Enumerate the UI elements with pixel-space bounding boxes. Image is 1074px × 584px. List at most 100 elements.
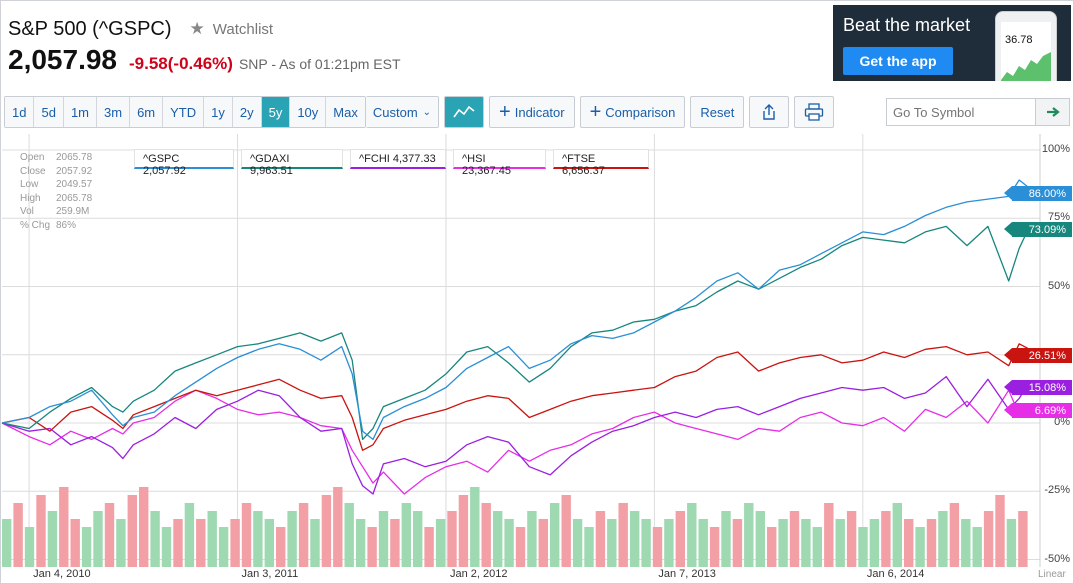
chart-type-button[interactable] [444,96,485,128]
stat-row: Vol 259.9M [6,206,92,220]
stat-label: Open [20,152,45,163]
go-symbol-button[interactable] [1036,98,1070,126]
printer-icon [805,103,824,121]
scale-label[interactable]: Linear [1038,569,1066,580]
volume-bar [413,511,423,567]
volume-bar [93,511,103,567]
range-button-max[interactable]: Max [326,97,365,127]
legend-item-ftse[interactable]: ^FTSE 6,656.37 [553,149,649,177]
volume-bar [778,519,788,567]
legend-item-hsi[interactable]: ^HSI 23,367.45 [453,149,546,177]
stat-value: 2049.57 [56,179,93,190]
range-button-10y[interactable]: 10y [290,97,327,127]
stat-row: Open 2065.78 [6,152,92,166]
legend-item-gdaxi[interactable]: ^GDAXI 9,963.51 [241,149,343,177]
volume-bar [527,511,537,567]
page-title: S&P 500 (^GSPC) [8,17,172,40]
last-price: 2,057.98 [8,44,117,75]
volume-bar [630,511,640,567]
print-button[interactable] [794,96,835,128]
volume-bar [298,503,309,567]
y-tick-label: -25% [1044,484,1070,497]
volume-bar [904,519,914,567]
range-button-ytd[interactable]: YTD [163,97,205,127]
stat-row: Close 2057.92 [6,166,92,180]
series-line-hsi[interactable] [1,389,1031,495]
series-line-gdaxi[interactable] [1,225,1031,441]
phone-icon: 36.78 [995,11,1057,81]
volume-bar [652,527,663,567]
volume-bar [664,519,674,567]
x-tick-label: Jan 6, 2014 [866,568,925,580]
app-ad-banner[interactable]: Beat the market Get the app 36.78 [833,5,1071,81]
volume-bar [481,503,491,567]
legend-item-fchi[interactable]: ^FCHI 4,377.33 [350,149,446,169]
stat-value: 2065.78 [56,192,93,204]
volume-bar [789,511,800,567]
volume-bar [983,511,994,567]
range-button-3m[interactable]: 3m [97,97,131,127]
watchlist-button[interactable]: ★ Watchlist [190,19,274,39]
change-percent: (-0.46%) [167,54,233,73]
volume-bar [470,487,480,567]
volume-bar [835,519,845,567]
volume-bar [709,527,720,567]
range-button-5d[interactable]: 5d [34,97,64,127]
volume-bar [310,519,320,567]
series-line-gspc[interactable] [1,179,1031,441]
comparison-button[interactable]: + Comparison [579,96,686,128]
ohlc-stats: Open 2065.78 Close 2057.92 Low 2049.57 High 206… [6,152,92,233]
range-button-2y[interactable]: 2y [232,97,262,127]
arrow-right-icon [1046,107,1060,117]
price-change: -9.58(-0.46%) [129,54,233,74]
volume-bar [926,519,937,567]
volume-bar [961,519,971,567]
range-button-5y[interactable]: 5y [261,97,291,127]
volume-bar [13,503,23,567]
series-line-ftse[interactable] [1,343,1030,451]
volume-bar [561,495,571,567]
series-line-fchi[interactable] [1,375,1031,495]
get-app-button[interactable]: Get the app [843,47,953,75]
volume-bar [378,511,389,567]
legend-item-gspc[interactable]: ^GSPC 2,057.92 [134,149,234,177]
volume-bar [127,495,137,567]
volume-bar [401,503,411,567]
volume-bar [938,511,948,567]
stat-row: Low 2049.57 [6,179,92,193]
share-button[interactable] [749,96,790,128]
range-button-6m[interactable]: 6m [130,97,164,127]
volume-bar [333,487,343,567]
range-selector: 1d 5d 1m 3m 6m YTD 1y 2y 5y 10y Max [4,96,366,128]
reset-button[interactable]: Reset [690,96,745,128]
range-button-1d[interactable]: 1d [5,97,35,127]
volume-bar [972,527,982,567]
share-icon [763,104,776,120]
volume-bar [801,519,811,567]
stat-value: 86% [56,219,77,231]
volume-bar [504,519,514,567]
range-button-1y[interactable]: 1y [204,97,233,127]
stat-label: % Chg [20,219,51,231]
stat-label: Low [20,179,39,190]
plus-icon: + [499,101,511,123]
indicator-button[interactable]: + Indicator [489,96,575,128]
chevron-down-icon: ⌄ [422,106,432,118]
volume-bar [24,527,35,567]
volume-bar [150,511,160,567]
volume-bar [390,519,400,567]
indicator-label: Indicator [514,104,565,120]
go-to-symbol-input[interactable] [886,98,1036,126]
price-chart[interactable] [0,134,1074,584]
range-button-1m[interactable]: 1m [63,97,97,127]
x-tick-label: Jan 4, 2010 [33,568,91,580]
quote-title-row: S&P 500 (^GSPC) ★ Watchlist [8,16,273,42]
volume-bar [595,511,606,567]
volume-bar [116,519,126,567]
y-tick-label: 75% [1047,211,1070,224]
volume-bar [858,527,868,567]
volume-bar [264,519,274,567]
custom-range-dropdown[interactable]: Custom ⌄ [365,97,439,127]
volume-bar [344,503,354,567]
volume-bar [2,519,12,567]
